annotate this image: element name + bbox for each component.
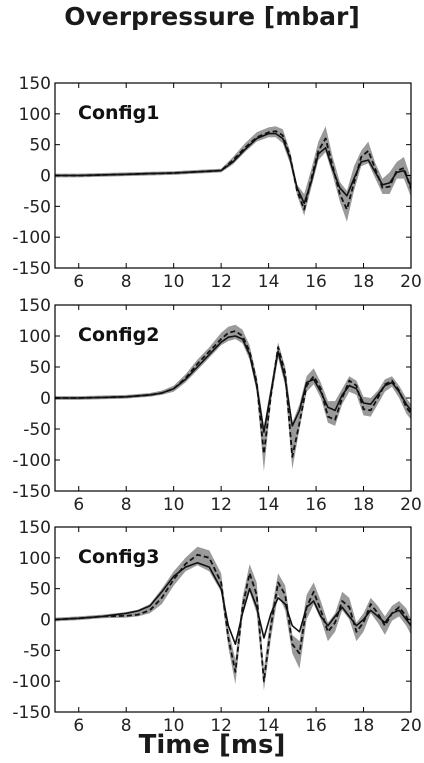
y-tick-label: -50 [23,197,51,217]
x-tick-label: 10 [163,495,185,515]
x-tick-label: 18 [353,495,375,515]
x-tick-label: 18 [353,716,375,736]
x-axis-label: Time [ms] [138,730,286,760]
x-tick-label: 8 [121,272,132,292]
y-tick-label: 50 [29,358,51,378]
y-tick-label: -150 [12,703,51,723]
x-tick-label: 18 [353,272,375,292]
y-tick-label: -50 [23,641,51,661]
y-tick-label: -100 [12,228,51,248]
uncertainty-band [55,546,411,691]
x-tick-label: 20 [400,495,422,515]
x-tick-label: 12 [210,716,232,736]
x-tick-label: 12 [210,272,232,292]
y-tick-label: 100 [19,549,51,569]
x-tick-label: 16 [305,716,327,736]
y-tick-label: -50 [23,420,51,440]
x-tick-label: 10 [163,272,185,292]
y-tick-label: 100 [19,105,51,125]
x-tick-label: 6 [73,716,84,736]
y-tick-label: -150 [12,259,51,279]
x-tick-label: 6 [73,495,84,515]
x-tick-label: 8 [121,716,132,736]
panel-label: Config1 [78,102,159,124]
y-tick-label: 150 [19,518,51,538]
dashed-series-line [55,130,411,211]
solid-series-line [55,132,411,205]
y-tick-label: -100 [12,672,51,692]
x-tick-label: 14 [258,495,280,515]
dashed-series-line [55,330,411,458]
y-tick-label: -100 [12,451,51,471]
panel-config1: 150 100 50 0 -50 -100 -150 6 8 10 12 14 16 18 20 Config… [12,74,421,292]
y-tick-label: 150 [19,74,51,94]
x-tick-label: 10 [163,716,185,736]
y-tick-label: 50 [29,136,51,156]
y-tick-label: 0 [40,167,51,187]
x-tick-label: 8 [121,495,132,515]
uncertainty-band [55,324,411,472]
panel-label: Config3 [78,546,159,568]
x-tick-label: 16 [305,272,327,292]
x-tick-label: 6 [73,272,84,292]
dashed-series-line [55,553,411,683]
y-tick-label: 50 [29,580,51,600]
panel-label: Config2 [78,324,159,346]
y-tick-label: -150 [12,482,51,502]
x-tick-label: 16 [305,495,327,515]
x-tick-label: 14 [258,716,280,736]
y-tick-label: 150 [19,296,51,316]
panel-config3: 150 100 50 0 -50 -100 -150 6 8 10 12 14 16 18 20 Config… [12,518,421,736]
solid-series-line [55,561,411,646]
panel-config2: 150 100 50 0 -50 -100 -150 6 8 10 12 14 16 18 20 Config… [12,296,421,515]
x-tick-label: 20 [400,272,422,292]
y-tick-label: 100 [19,327,51,347]
y-tick-label: 0 [40,611,51,631]
x-tick-label: 12 [210,495,232,515]
figure-title: Overpressure [mbar] [64,2,360,31]
y-tick-label: 0 [40,389,51,409]
x-tick-label: 14 [258,272,280,292]
x-tick-label: 20 [400,716,422,736]
